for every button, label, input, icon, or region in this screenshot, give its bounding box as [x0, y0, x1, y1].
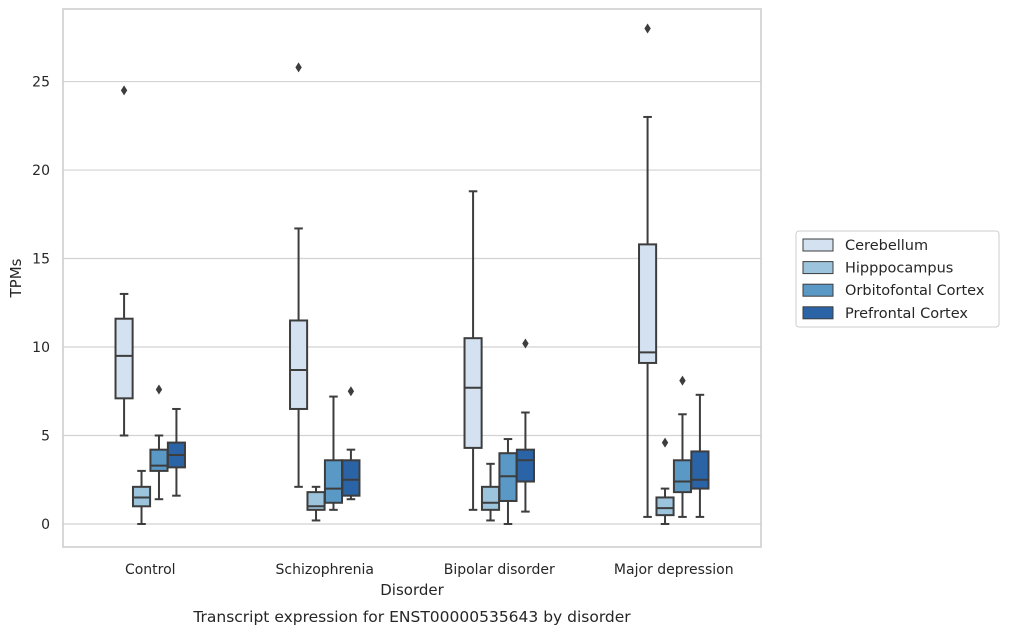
x-tick-label: Major depression — [614, 562, 734, 578]
legend-label: Cerebellum — [845, 238, 928, 254]
legend-label: Hipppocampus — [845, 261, 953, 277]
outlier-point — [347, 386, 355, 397]
box-cerebellum-0 — [114, 85, 134, 437]
box-iqr — [114, 317, 134, 400]
boxes — [114, 23, 710, 525]
legend-swatch — [802, 283, 834, 297]
outlier-point — [679, 375, 686, 386]
box-prefrontal-cortex-2 — [515, 338, 535, 513]
legend: Cerebellum Hipppocampus Orbitofontal Corte… — [795, 230, 1000, 328]
box-prefrontal-cortex-3 — [690, 393, 710, 518]
box-prefrontal-cortex-0 — [166, 407, 186, 497]
box-cerebellum-1 — [289, 62, 309, 488]
x-tick-labels: Control Schizophrenia Bipolar disorder Majo… — [125, 562, 734, 578]
plot-frame — [62, 8, 762, 548]
legend-frame — [795, 230, 1000, 328]
box-hipppocampus-3 — [655, 437, 675, 525]
x-tick-label: Schizophrenia — [276, 562, 374, 578]
y-tick-label: 20 — [32, 163, 50, 179]
box-iqr — [672, 459, 693, 494]
y-tick-label: 10 — [32, 340, 50, 356]
box-iqr — [463, 337, 483, 449]
y-tick-label: 5 — [41, 429, 50, 445]
legend-label: Prefrontal Cortex — [845, 306, 968, 322]
box-iqr — [341, 459, 361, 497]
y-axis-title: TPMs — [7, 258, 25, 298]
box-iqr — [289, 319, 309, 410]
outlier-point — [295, 62, 302, 73]
gridlines — [63, 80, 761, 525]
box-orbitofontal-cortex-1 — [323, 395, 344, 511]
box-orbitofontal-cortex-0 — [149, 384, 169, 501]
y-tick-label: 15 — [32, 252, 50, 268]
y-tick-labels: 0 5 10 15 20 25 — [32, 75, 50, 533]
outlier-point — [120, 85, 128, 96]
outlier-point — [644, 23, 651, 34]
chart-caption: Transcript expression for ENST0000053564… — [192, 608, 631, 626]
legend-swatch — [802, 306, 834, 320]
box-iqr — [149, 448, 169, 472]
box-iqr — [655, 496, 675, 517]
legend-label: Orbitofontal Cortex — [845, 283, 985, 299]
box-prefrontal-cortex-1 — [341, 386, 361, 501]
x-tick-label: Control — [125, 562, 176, 578]
legend-swatch — [802, 238, 834, 252]
box-iqr — [638, 243, 658, 364]
box-hipppocampus-1 — [306, 485, 326, 522]
outlier-point — [155, 384, 163, 395]
outlier-point — [522, 338, 529, 349]
box-iqr — [480, 485, 501, 511]
x-tick-label: Bipolar disorder — [444, 562, 555, 578]
box-iqr — [323, 459, 344, 504]
box-orbitofontal-cortex-3 — [672, 375, 693, 518]
x-axis-title: Disorder — [380, 581, 444, 599]
y-tick-label: 25 — [32, 75, 50, 91]
box-cerebellum-3 — [638, 23, 658, 518]
outlier-point — [661, 437, 669, 448]
box-iqr — [515, 448, 535, 483]
box-hipppocampus-2 — [480, 462, 501, 522]
box-hipppocampus-0 — [131, 469, 152, 525]
box-orbitofontal-cortex-2 — [498, 438, 518, 525]
box-iqr — [690, 450, 710, 490]
legend-swatch — [802, 261, 834, 275]
y-tick-label: 0 — [41, 517, 50, 533]
box-cerebellum-2 — [463, 190, 483, 511]
